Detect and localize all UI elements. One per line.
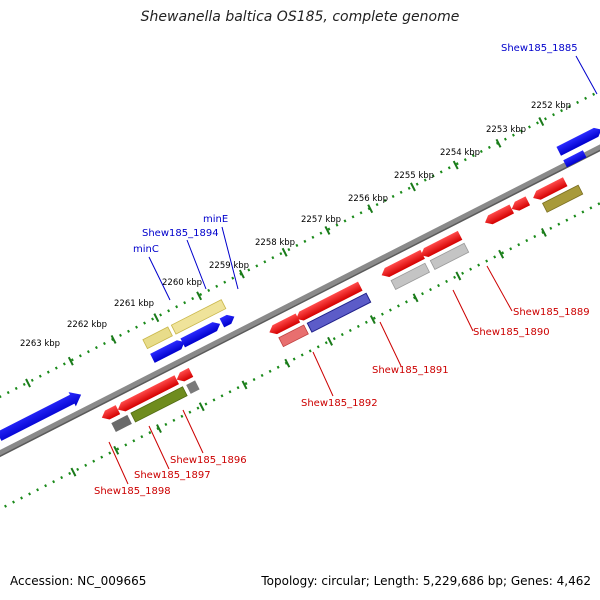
scale-label-2258: 2258 kbp bbox=[255, 238, 295, 248]
reverse-major-ticks bbox=[70, 227, 547, 477]
reverse-genes bbox=[100, 177, 584, 432]
gene-1896-feature[interactable] bbox=[186, 380, 200, 394]
gene-arrow-1898a[interactable] bbox=[100, 405, 121, 422]
gene-arrow-right-b[interactable] bbox=[509, 196, 531, 213]
genome-backbone bbox=[0, 107, 600, 493]
scale-label-2260: 2260 kbp bbox=[162, 278, 202, 288]
label-shew185-1889[interactable]: Shew185_1889 bbox=[513, 307, 590, 318]
label-shew185-1898[interactable]: Shew185_1898 bbox=[94, 486, 171, 497]
gene-arrow-right-a[interactable] bbox=[483, 204, 515, 227]
gene-arrow-forward-left[interactable] bbox=[0, 388, 85, 444]
leader-1891 bbox=[379, 321, 402, 367]
gene-arrow-1897[interactable] bbox=[116, 375, 179, 414]
scale-label-2256: 2256 kbp bbox=[348, 194, 388, 204]
label-shew185-1891[interactable]: Shew185_1891 bbox=[372, 365, 449, 376]
scale-label-2253: 2253 kbp bbox=[486, 125, 526, 135]
gene-arrow-minE[interactable] bbox=[219, 312, 237, 328]
leader-1896 bbox=[182, 409, 204, 454]
leader-1894 bbox=[186, 239, 207, 290]
leader-1898 bbox=[108, 441, 129, 485]
scale-label-2261: 2261 kbp bbox=[114, 299, 154, 309]
leader-1897 bbox=[148, 425, 170, 470]
gene-arrow-minC[interactable] bbox=[150, 338, 187, 363]
label-minE[interactable]: minE bbox=[203, 214, 228, 225]
label-shew185-1896[interactable]: Shew185_1896 bbox=[170, 455, 247, 466]
label-shew185-1897[interactable]: Shew185_1897 bbox=[134, 470, 211, 481]
leader-minE bbox=[221, 226, 239, 290]
forward-genes bbox=[0, 125, 600, 444]
gene-minC-feature[interactable] bbox=[142, 326, 173, 350]
gene-arrow-right-c[interactable] bbox=[531, 177, 568, 202]
gene-arrow-1894[interactable] bbox=[180, 319, 222, 348]
gene-arrow-1896a[interactable] bbox=[174, 367, 194, 384]
forward-scale-track bbox=[0, 63, 600, 448]
gene-1890-feature[interactable] bbox=[390, 262, 431, 290]
gene-arrow-1890[interactable] bbox=[379, 249, 425, 280]
gene-arrow-1892[interactable] bbox=[267, 313, 301, 336]
scale-label-2254: 2254 kbp bbox=[440, 148, 480, 158]
reverse-gene-labels: Shew185_1889 Shew185_1890 Shew185_1891 S… bbox=[94, 265, 590, 497]
gene-arrow-1891[interactable] bbox=[294, 281, 363, 324]
label-shew185-1892[interactable]: Shew185_1892 bbox=[301, 398, 378, 409]
scale-label-2252: 2252 kbp bbox=[531, 101, 571, 111]
gene-arrow-1885b[interactable] bbox=[563, 150, 587, 168]
gene-arrow-1889[interactable] bbox=[419, 230, 463, 260]
gene-1889-feature[interactable] bbox=[429, 242, 470, 270]
map-title: Shewanella baltica OS185, complete genom… bbox=[140, 9, 460, 25]
leader-minC bbox=[148, 256, 171, 301]
leader-1885 bbox=[575, 55, 598, 95]
gene-1892-feature[interactable] bbox=[278, 324, 309, 348]
leader-1890 bbox=[452, 289, 474, 332]
gene-1897-feature[interactable] bbox=[130, 386, 188, 423]
scale-label-2262: 2262 kbp bbox=[67, 320, 107, 330]
gene-arrow-1885[interactable] bbox=[556, 125, 600, 156]
gene-1891-feature[interactable] bbox=[306, 292, 372, 333]
forward-major-ticks bbox=[25, 117, 545, 388]
scale-label-2263: 2263 kbp bbox=[20, 339, 60, 349]
leader-1892 bbox=[312, 351, 334, 397]
label-shew185-1885[interactable]: Shew185_1885 bbox=[501, 43, 578, 54]
gene-1894-feature[interactable] bbox=[170, 299, 227, 335]
accession-text: Accession: NC_009665 bbox=[10, 574, 147, 588]
genome-backbone-edge bbox=[0, 111, 600, 495]
scale-label-2255: 2255 kbp bbox=[394, 171, 434, 181]
gene-right-feature[interactable] bbox=[542, 184, 584, 213]
label-minC[interactable]: minC bbox=[133, 244, 159, 255]
scale-label-2257: 2257 kbp bbox=[301, 215, 341, 225]
label-shew185-1890[interactable]: Shew185_1890 bbox=[473, 327, 550, 338]
gene-1898-feature[interactable] bbox=[111, 414, 132, 432]
label-shew185-1894[interactable]: Shew185_1894 bbox=[142, 228, 219, 239]
topology-text: Topology: circular; Length: 5,229,686 bp… bbox=[261, 574, 591, 588]
forward-gene-labels: Shew185_1885 minE Shew185_1894 minC bbox=[133, 43, 598, 301]
scale-label-2259: 2259 kbp bbox=[209, 261, 249, 271]
leader-1889 bbox=[486, 265, 513, 312]
scale-labels: 2252 kbp 2253 kbp 2254 kbp 2255 kbp 2256… bbox=[20, 101, 571, 349]
